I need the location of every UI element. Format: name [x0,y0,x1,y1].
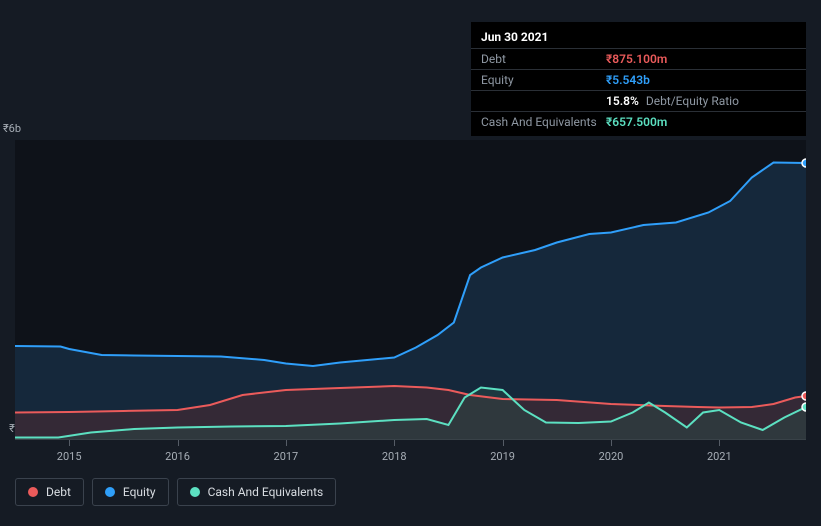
tooltip-value: ₹657.500m [606,115,667,129]
tooltip-value: ₹5.543b [606,73,650,87]
chart-tooltip: Jun 30 2021 Debt ₹875.100m Equity ₹5.543… [471,22,806,136]
tooltip-label: Debt [481,52,606,66]
legend-swatch [190,487,200,497]
x-tick-label: 2016 [165,450,190,463]
tooltip-value: 15.8% [606,94,639,108]
tooltip-row-equity: Equity ₹5.543b [471,69,806,90]
x-tick-label: 2019 [490,450,515,463]
tooltip-label: Equity [481,73,606,87]
y-axis-label-max: ₹6b [0,122,21,135]
tooltip-date: Jun 30 2021 [471,26,806,48]
x-tick-label: 2018 [382,450,407,463]
legend-swatch [105,487,115,497]
tooltip-label [481,94,606,108]
tooltip-row-debt: Debt ₹875.100m [471,48,806,69]
x-axis: 2015 2016 2017 2018 2019 2020 2021 [15,440,806,470]
legend-swatch [28,487,38,497]
chart-legend: Debt Equity Cash And Equivalents [15,478,336,506]
x-tick-label: 2020 [599,450,624,463]
tooltip-value: ₹875.100m [606,52,667,66]
x-tick-label: 2021 [707,450,732,463]
legend-label: Cash And Equivalents [208,485,324,499]
tooltip-row-cash: Cash And Equivalents ₹657.500m [471,111,806,132]
tooltip-row-ratio: 15.8% Debt/Equity Ratio [471,90,806,111]
legend-label: Equity [123,485,156,499]
chart-plot-area[interactable] [15,140,806,440]
x-tick-label: 2015 [57,450,82,463]
tooltip-label: Cash And Equivalents [481,115,606,129]
legend-item-cash[interactable]: Cash And Equivalents [177,478,337,506]
legend-item-equity[interactable]: Equity [92,478,169,506]
legend-item-debt[interactable]: Debt [15,478,84,506]
tooltip-sublabel: Debt/Equity Ratio [646,94,739,108]
legend-label: Debt [46,485,71,499]
chart-svg [15,140,806,440]
x-tick-label: 2017 [274,450,299,463]
